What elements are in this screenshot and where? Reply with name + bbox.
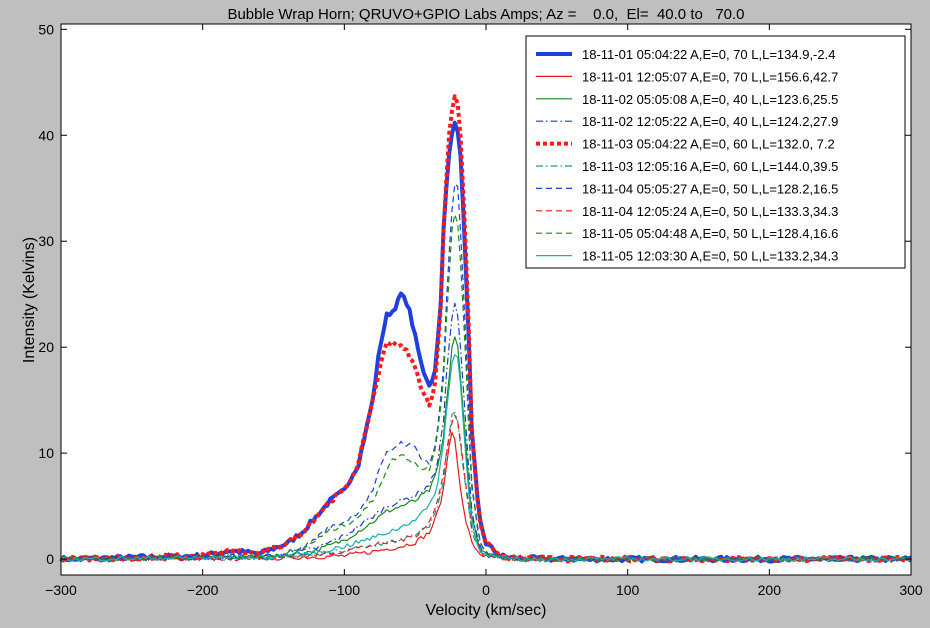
x-tick-label: −300 xyxy=(45,582,77,598)
x-tick-label: 100 xyxy=(616,582,640,598)
legend-entry-6: 18-11-03 12:05:16 A,E=0, 60 L,L=144.0,39… xyxy=(582,159,838,174)
legend-entry-9: 18-11-05 05:04:48 A,E=0, 50 L,L=128.4,16… xyxy=(582,226,838,241)
series-layer xyxy=(59,94,912,564)
x-tick-label: −200 xyxy=(187,582,219,598)
x-tick-label: 0 xyxy=(482,582,490,598)
x-axis-label: Velocity (km/sec) xyxy=(426,602,547,619)
x-tick-label: 200 xyxy=(758,582,782,598)
legend-entry-7: 18-11-04 05:05:27 A,E=0, 50 L,L=128.2,16… xyxy=(582,181,838,196)
y-axis-label: Intensity (Kelvins) xyxy=(21,237,38,363)
y-tick-label: 40 xyxy=(38,127,54,143)
legend-box xyxy=(525,35,906,269)
ticks-layer: −300 −200 −100 0 100 200 300 0 10 20 30 40 50 xyxy=(38,21,922,598)
series-line-10 xyxy=(60,354,912,563)
legend-entry-4: 18-11-02 12:05:22 A,E=0, 40 L,L=124.2,27… xyxy=(582,114,838,129)
y-tick-label: 0 xyxy=(46,551,54,567)
y-tick-label: 50 xyxy=(38,21,54,37)
legend: 18-11-01 05:04:22 A,E=0, 70 L,L=134.9,-2… xyxy=(525,35,906,269)
legend-entry-10: 18-11-05 12:03:30 A,E=0, 50 L,L=133.2,34… xyxy=(582,249,838,264)
legend-entry-5: 18-11-03 05:04:22 A,E=0, 60 L,L=132.0, 7… xyxy=(582,137,835,152)
legend-entry-2: 18-11-01 12:05:07 A,E=0, 70 L,L=156.6,42… xyxy=(582,69,838,84)
legend-entry-3: 18-11-02 05:05:08 A,E=0, 40 L,L=123.6,25… xyxy=(582,92,838,107)
legend-entry-1: 18-11-01 05:04:22 A,E=0, 70 L,L=134.9,-2… xyxy=(582,47,835,62)
y-tick-label: 10 xyxy=(38,445,54,461)
x-tick-label: −100 xyxy=(329,582,361,598)
legend-entry-8: 18-11-04 12:05:24 A,E=0, 50 L,L=133.3,34… xyxy=(582,204,838,219)
y-tick-label: 20 xyxy=(38,339,54,355)
y-tick-label: 30 xyxy=(38,233,54,249)
x-tick-label: 300 xyxy=(899,582,923,598)
chart-title: Bubble Wrap Horn; QRUVO+GPIO Labs Amps; … xyxy=(227,6,744,23)
series-line-9 xyxy=(60,213,912,563)
